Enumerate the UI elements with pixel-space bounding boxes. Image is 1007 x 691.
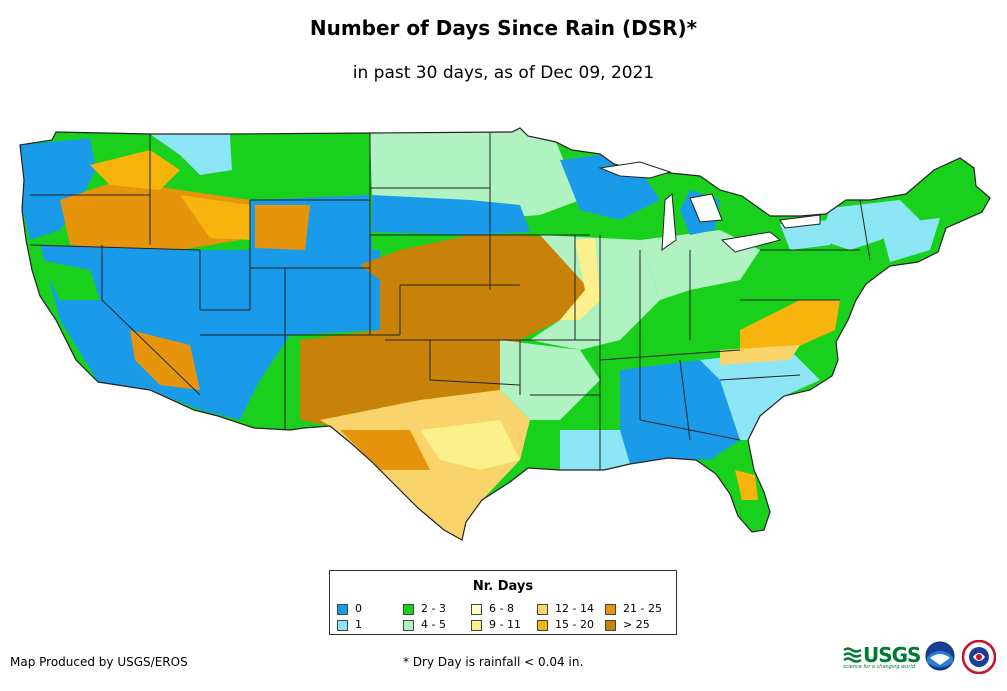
legend-swatch [605, 603, 616, 615]
great-lakes [598, 161, 821, 253]
legend-swatch [337, 603, 348, 615]
noaa-logo-icon [925, 641, 955, 671]
legend-label: 15 - 20 [555, 618, 594, 631]
usgs-tagline: science for a changing world [843, 664, 915, 670]
legend-swatch [537, 619, 548, 631]
legend-swatch [403, 603, 414, 615]
legend-swatch [471, 603, 482, 615]
legend-item-1: 1 [337, 618, 362, 632]
legend-label: 1 [355, 618, 362, 631]
legend-item-0: 0 [337, 602, 362, 616]
credit-text: Map Produced by USGS/EROS [10, 655, 188, 669]
map-subtitle: in past 30 days, as of Dec 09, 2021 [352, 63, 655, 83]
legend-swatch [537, 603, 548, 615]
legend: Nr. Days 0 1 2 - 3 4 - 5 6 - 8 9 - 11 12… [329, 570, 677, 635]
legend-swatch [403, 619, 414, 631]
legend-label: 21 - 25 [623, 602, 662, 615]
usgs-wordmark: USGS [863, 643, 921, 667]
legend-item-2-3: 2 - 3 [403, 602, 446, 616]
legend-label: 12 - 14 [555, 602, 594, 615]
legend-item-gt25: > 25 [605, 618, 650, 632]
legend-item-12-14: 12 - 14 [537, 602, 594, 616]
legend-label: 4 - 5 [421, 618, 446, 631]
dry-day-note: * Dry Day is rainfall < 0.04 in. [403, 655, 584, 669]
legend-label: 6 - 8 [489, 602, 514, 615]
legend-item-21-25: 21 - 25 [605, 602, 662, 616]
legend-swatch [471, 619, 482, 631]
legend-item-6-8: 6 - 8 [471, 602, 514, 616]
legend-swatch [337, 619, 348, 631]
legend-label: 2 - 3 [421, 602, 446, 615]
legend-item-9-11: 9 - 11 [471, 618, 521, 632]
legend-swatch [605, 619, 616, 631]
map-title: Number of Days Since Rain (DSR)* [309, 16, 698, 40]
legend-label: 9 - 11 [489, 618, 521, 631]
legend-label: > 25 [623, 618, 650, 631]
legend-title: Nr. Days [472, 579, 534, 594]
legend-item-4-5: 4 - 5 [403, 618, 446, 632]
state-boundaries [29, 132, 871, 470]
nws-logo-icon [962, 640, 996, 674]
legend-label: 0 [355, 602, 362, 615]
usgs-logo: USGS science for a changing world [843, 643, 921, 670]
usgs-wave-icon [843, 647, 862, 663]
legend-item-15-20: 15 - 20 [537, 618, 594, 632]
